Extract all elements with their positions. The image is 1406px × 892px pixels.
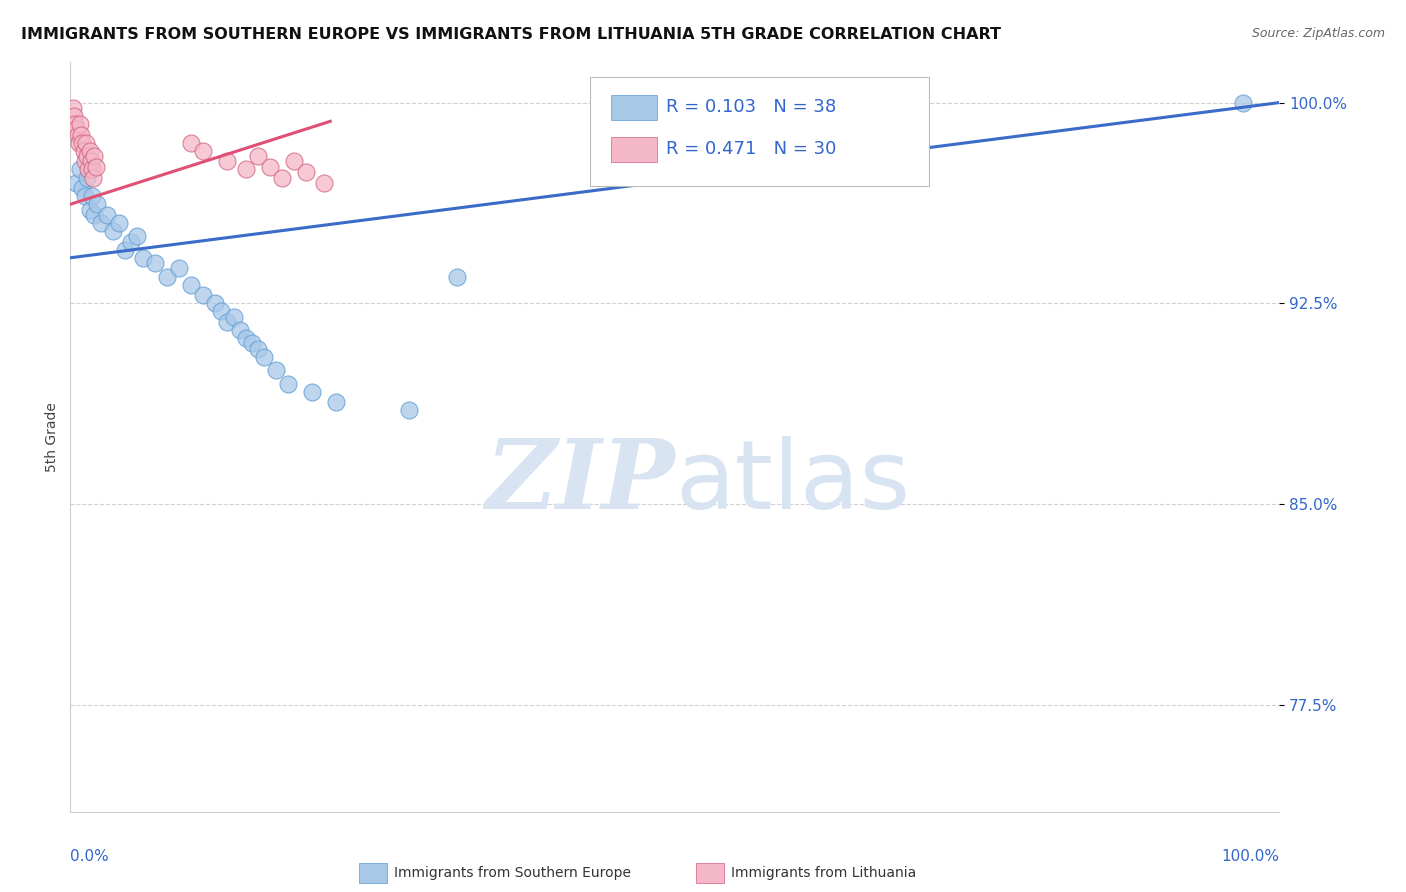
- Point: [235, 162, 257, 177]
- Point: [156, 269, 179, 284]
- Point: [75, 136, 97, 150]
- Point: [65, 176, 87, 190]
- Point: [1232, 95, 1254, 110]
- Point: [125, 229, 148, 244]
- Point: [167, 261, 190, 276]
- Point: [63, 109, 86, 123]
- Point: [277, 376, 299, 391]
- Point: [228, 323, 250, 337]
- Point: [398, 403, 420, 417]
- Bar: [610, 137, 657, 162]
- Point: [193, 144, 215, 158]
- Point: [211, 304, 233, 318]
- Point: [73, 154, 96, 169]
- Text: Immigrants from Lithuania: Immigrants from Lithuania: [731, 866, 917, 880]
- Point: [325, 395, 347, 409]
- Point: [82, 170, 104, 185]
- Point: [283, 154, 305, 169]
- Text: R = 0.471   N = 30: R = 0.471 N = 30: [666, 140, 837, 159]
- Text: Source: ZipAtlas.com: Source: ZipAtlas.com: [1251, 27, 1385, 40]
- Point: [83, 149, 105, 163]
- Point: [80, 154, 103, 169]
- Point: [217, 154, 239, 169]
- Point: [270, 170, 294, 185]
- Point: [76, 149, 98, 163]
- Text: IMMIGRANTS FROM SOUTHERN EUROPE VS IMMIGRANTS FROM LITHUANIA 5TH GRADE CORRELATI: IMMIGRANTS FROM SOUTHERN EUROPE VS IMMIG…: [21, 27, 1001, 42]
- Point: [246, 342, 269, 356]
- Point: [314, 176, 336, 190]
- Point: [246, 149, 269, 163]
- Point: [301, 384, 323, 399]
- Point: [180, 136, 202, 150]
- Point: [120, 235, 142, 249]
- Point: [66, 128, 89, 142]
- Point: [132, 251, 155, 265]
- Text: 0.0%: 0.0%: [70, 849, 110, 864]
- Point: [90, 216, 111, 230]
- Point: [235, 331, 257, 345]
- Point: [143, 256, 166, 270]
- Point: [101, 224, 124, 238]
- Point: [295, 165, 318, 179]
- Point: [253, 350, 276, 364]
- Point: [73, 189, 96, 203]
- Point: [76, 170, 98, 185]
- Point: [180, 277, 202, 292]
- Point: [84, 160, 107, 174]
- Point: [65, 122, 87, 136]
- Point: [86, 197, 108, 211]
- Point: [69, 117, 91, 131]
- Point: [193, 288, 215, 302]
- Text: 100.0%: 100.0%: [1222, 849, 1279, 864]
- Text: Immigrants from Southern Europe: Immigrants from Southern Europe: [394, 866, 631, 880]
- Point: [264, 363, 287, 377]
- Bar: [610, 95, 657, 120]
- Point: [79, 144, 101, 158]
- Point: [114, 243, 136, 257]
- Point: [63, 117, 86, 131]
- Point: [72, 136, 94, 150]
- Point: [259, 160, 281, 174]
- Point: [83, 208, 105, 222]
- Point: [240, 336, 263, 351]
- Point: [204, 296, 226, 310]
- Point: [77, 162, 100, 177]
- Point: [70, 128, 93, 142]
- Point: [217, 315, 239, 329]
- Text: R = 0.103   N = 38: R = 0.103 N = 38: [666, 98, 837, 116]
- Point: [96, 208, 118, 222]
- Text: ZIP: ZIP: [485, 435, 675, 529]
- Point: [69, 162, 91, 177]
- Point: [80, 162, 103, 177]
- Point: [72, 181, 94, 195]
- Point: [62, 101, 84, 115]
- Text: atlas: atlas: [675, 435, 910, 529]
- Point: [222, 310, 245, 324]
- Point: [107, 216, 129, 230]
- Point: [72, 144, 94, 158]
- Point: [80, 189, 103, 203]
- Point: [67, 136, 90, 150]
- Point: [79, 202, 101, 217]
- FancyBboxPatch shape: [591, 78, 929, 186]
- Point: [446, 269, 468, 284]
- Y-axis label: 5th Grade: 5th Grade: [45, 402, 59, 472]
